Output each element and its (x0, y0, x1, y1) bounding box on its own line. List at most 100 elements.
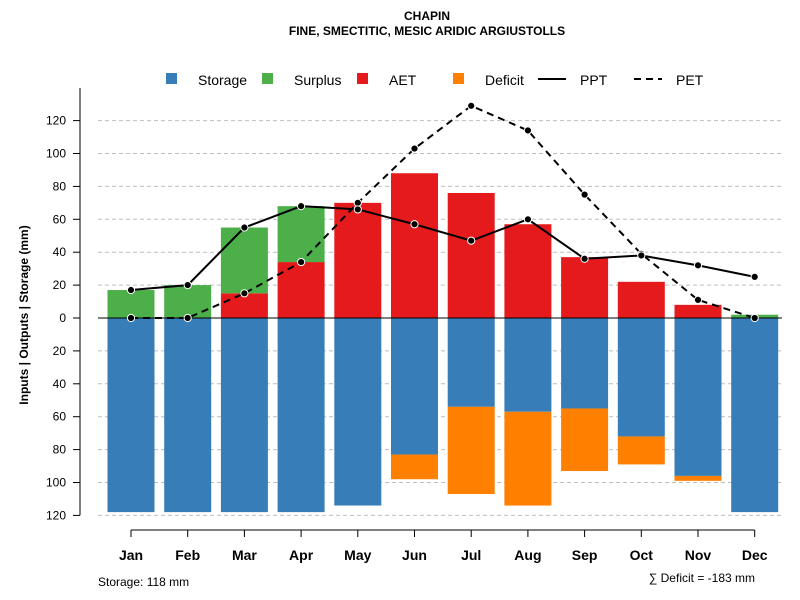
ppt-point (297, 202, 306, 211)
y-tick-label: 100 (46, 147, 66, 161)
deficit-bar (447, 406, 495, 495)
aet-bar (391, 173, 438, 318)
x-tick-label: Jun (402, 547, 427, 563)
y-tick-label: 60 (53, 410, 67, 424)
deficit-note: ∑ Deficit = -183 mm (649, 571, 755, 585)
pet-point (523, 126, 533, 135)
y-axis-label: Inputs | Outputs | Storage (mm) (17, 225, 31, 404)
aet-bar (334, 202, 382, 318)
pet-point (467, 101, 476, 110)
y-tick-label: 60 (53, 212, 67, 226)
legend-label-pet: PET (676, 72, 704, 88)
pet-point (183, 313, 192, 323)
y-tick-label: 40 (53, 377, 67, 391)
ppt-line (130, 205, 755, 292)
deficit-bar (504, 411, 552, 506)
chart-subtitle: FINE, SMECTITIC, MESIC ARIDIC ARGIUSTOLL… (289, 24, 565, 38)
deficit-bar (561, 408, 609, 471)
storage-bar (447, 318, 495, 407)
ppt-point (637, 251, 646, 260)
storage-bar (391, 318, 438, 455)
y-tick-label: 0 (59, 311, 66, 325)
x-tick-label: Oct (630, 547, 654, 563)
y-tick-label: 80 (53, 179, 67, 193)
bars (107, 173, 779, 513)
legend-swatch-surplus (262, 73, 273, 84)
storage-bar (277, 318, 325, 513)
storage-bar (561, 318, 609, 409)
aet-bar (447, 192, 495, 318)
storage-bar (220, 318, 268, 513)
surplus-bar (107, 290, 155, 318)
aet-bar (674, 304, 722, 318)
ppt-point (410, 220, 419, 229)
ppt-point (693, 261, 703, 270)
aet-bar (220, 293, 268, 318)
ppt-point (126, 285, 136, 295)
x-tick-label: Mar (232, 547, 257, 563)
aet-bar (277, 262, 325, 318)
pet-point (410, 144, 419, 153)
x-tick-label: Dec (742, 547, 768, 563)
ppt-point (353, 205, 362, 214)
ppt-point (523, 215, 533, 224)
axes: 120 100 80 60 40 20 0 20 40 60 80 100 120 Jan Feb Mar Ap… (46, 88, 782, 563)
surplus-bar (220, 227, 268, 294)
y-tick-label: 100 (46, 476, 66, 490)
y-tick-label: 20 (53, 344, 67, 358)
ppt-point (750, 272, 759, 281)
storage-note: Storage: 118 mm (98, 575, 189, 589)
pet-point (580, 190, 589, 199)
x-tick-label: Sep (572, 547, 598, 563)
pet-point (240, 289, 249, 298)
ppt-point (467, 236, 476, 245)
legend-label-storage: Storage (198, 72, 247, 88)
x-tick-label: Aug (514, 547, 541, 563)
storage-bar (504, 318, 552, 412)
storage-bar (334, 318, 382, 506)
x-tick-label: Feb (175, 547, 200, 563)
y-tick-label: 40 (53, 245, 67, 259)
grid-lines (98, 120, 782, 516)
pet-point (693, 295, 703, 305)
legend-label-deficit: Deficit (485, 72, 524, 88)
storage-bar (731, 318, 779, 513)
pet-line (131, 104, 756, 319)
deficit-bar (391, 454, 438, 480)
aet-bar (617, 281, 665, 318)
surplus-bar (277, 206, 325, 263)
ppt-point (240, 223, 249, 232)
x-tick-label: May (344, 547, 371, 563)
legend-label-surplus: Surplus (294, 72, 341, 88)
legend-swatch-storage (166, 73, 177, 84)
x-tick-label: Jan (119, 547, 143, 563)
legend-label-ppt: PPT (580, 72, 608, 88)
aet-bar (561, 257, 609, 318)
y-tick-label: 80 (53, 443, 67, 457)
pet-point (297, 257, 306, 267)
x-tick-label: Jul (461, 547, 481, 563)
storage-bar (107, 318, 155, 513)
ppt-point (183, 281, 192, 290)
aet-bar (504, 224, 552, 318)
series-lines (126, 101, 759, 323)
y-tick-label: 120 (46, 508, 66, 522)
pet-point (126, 313, 136, 323)
chart-title: CHAPIN (404, 9, 450, 23)
storage-bar (164, 318, 212, 513)
x-tick-label: Nov (685, 547, 712, 563)
y-tick-label: 20 (53, 278, 67, 292)
legend: Storage Surplus AET Deficit PPT PET (166, 72, 704, 88)
pet-point (750, 313, 759, 323)
ppt-point (580, 254, 589, 263)
x-tick-label: Apr (289, 547, 314, 563)
legend-swatch-deficit (453, 73, 464, 84)
legend-swatch-aet (357, 73, 368, 84)
surplus-bar (164, 285, 212, 318)
storage-bar (674, 318, 722, 476)
storage-bar (617, 318, 665, 437)
deficit-bar (674, 475, 722, 481)
y-tick-label: 120 (46, 114, 66, 128)
legend-label-aet: AET (389, 72, 417, 88)
